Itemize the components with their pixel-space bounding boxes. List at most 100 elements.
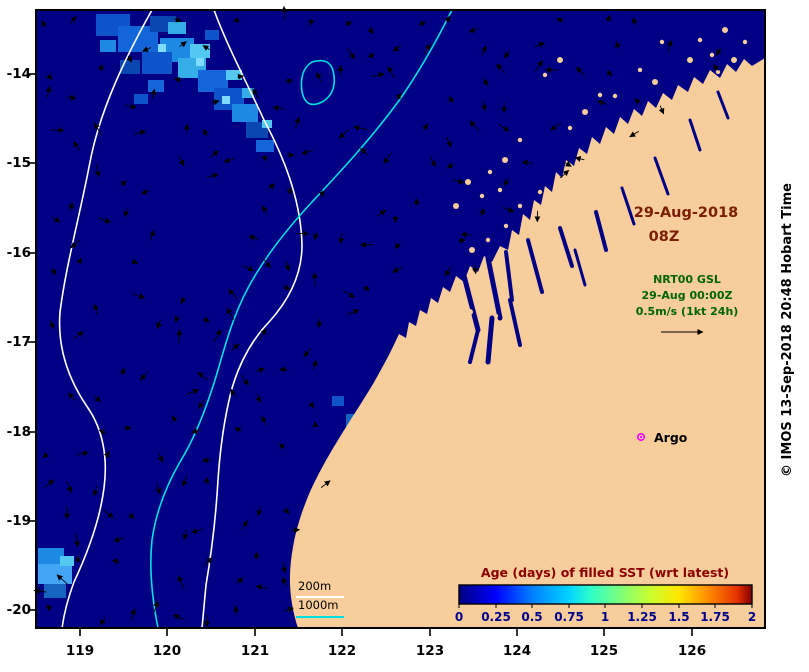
current-vector	[284, 78, 294, 85]
current-vector	[469, 120, 480, 132]
island	[502, 157, 508, 163]
current-vector	[575, 67, 586, 76]
sst-age-patch	[226, 70, 242, 80]
island	[652, 79, 658, 85]
y-tick-label: -16	[7, 245, 31, 261]
current-vector	[279, 443, 286, 450]
island	[597, 92, 603, 98]
current-vector	[255, 367, 265, 374]
x-tick-label: 119	[66, 643, 94, 659]
sst-age-patch	[100, 40, 116, 52]
current-vector	[186, 388, 200, 396]
sst-age-patch	[142, 52, 172, 74]
x-tick-label: 123	[416, 643, 444, 659]
current-vector	[100, 617, 106, 626]
current-vector	[392, 266, 403, 273]
sst-age-patch	[332, 396, 344, 406]
current-vector	[255, 584, 269, 591]
current-vector	[76, 257, 82, 265]
island	[467, 309, 473, 315]
current-vector	[534, 42, 546, 48]
current-vector	[414, 198, 420, 206]
current-vector	[256, 506, 263, 517]
current-vector	[629, 130, 640, 138]
current-vector	[67, 94, 77, 101]
gsl-line1: NRT00 GSL	[653, 273, 721, 286]
current-vector	[596, 100, 607, 106]
current-vector	[172, 614, 185, 621]
current-vector	[179, 41, 187, 48]
sst-age-patch	[205, 30, 219, 40]
sst-age-patches	[38, 14, 376, 598]
x-tick-label: 122	[328, 643, 356, 659]
current-vector	[228, 288, 237, 299]
current-vector	[209, 150, 219, 158]
colorbar-tick: 1.25	[627, 610, 657, 624]
current-vector	[206, 172, 219, 179]
argo-annotation: Argo	[636, 430, 688, 445]
island	[571, 167, 577, 173]
y-tick-label: -15	[7, 155, 31, 171]
island	[497, 187, 503, 193]
current-vector	[181, 475, 188, 487]
island	[443, 313, 449, 319]
island	[607, 149, 613, 155]
current-vector	[226, 307, 235, 320]
current-vector	[176, 329, 183, 344]
argo-marker-dot	[639, 435, 643, 439]
colorbar-tick: 0.25	[481, 610, 511, 624]
island	[742, 39, 748, 45]
current-vector	[312, 421, 319, 428]
current-vector	[460, 231, 473, 238]
sst-age-patch	[44, 584, 66, 598]
current-vector	[126, 55, 133, 63]
island	[659, 39, 665, 45]
coastal-inlet	[558, 226, 574, 268]
current-vector	[457, 237, 466, 244]
current-vector	[574, 155, 585, 162]
x-tick-label: 125	[590, 643, 618, 659]
current-vector	[153, 600, 159, 613]
current-vector	[119, 367, 126, 375]
land-australia	[289, 58, 765, 628]
current-vector	[338, 129, 349, 139]
current-vector	[353, 124, 368, 131]
current-vector	[448, 95, 455, 104]
island	[617, 173, 623, 179]
current-vector	[392, 44, 402, 52]
current-vector	[261, 415, 267, 426]
island	[563, 213, 569, 219]
current-vector	[287, 151, 295, 158]
current-vector	[155, 483, 162, 495]
current-vector	[338, 232, 345, 244]
current-vector	[496, 63, 506, 74]
contour-200m-west	[58, 9, 153, 629]
island	[582, 109, 588, 115]
current-vector	[42, 451, 49, 458]
sst-age-patch	[134, 94, 148, 104]
current-vector-arrows	[33, 5, 722, 628]
current-vector	[233, 605, 240, 615]
current-vector	[124, 103, 137, 110]
current-vector	[445, 136, 452, 148]
colorbar-tick: 2	[748, 610, 756, 624]
current-vector	[131, 258, 139, 265]
current-vector	[549, 122, 562, 131]
current-vector	[261, 205, 268, 215]
colorbar-tick-labels: 0 0.25 0.5 0.75 1 1.25 1.5 1.75 2	[455, 610, 756, 624]
current-vector	[283, 507, 290, 515]
current-vector	[614, 41, 621, 49]
current-vector	[387, 66, 395, 79]
current-vector	[479, 208, 485, 217]
current-vector	[422, 123, 429, 132]
current-vector	[367, 27, 374, 34]
current-vector	[232, 16, 240, 23]
current-vector	[130, 608, 137, 621]
sst-age-patch	[196, 58, 204, 66]
coastal-inlet	[459, 265, 481, 333]
coastal-inlet	[485, 255, 503, 321]
current-vector	[294, 116, 301, 129]
current-vector	[417, 21, 427, 27]
current-vector	[50, 127, 65, 134]
island	[503, 223, 509, 229]
